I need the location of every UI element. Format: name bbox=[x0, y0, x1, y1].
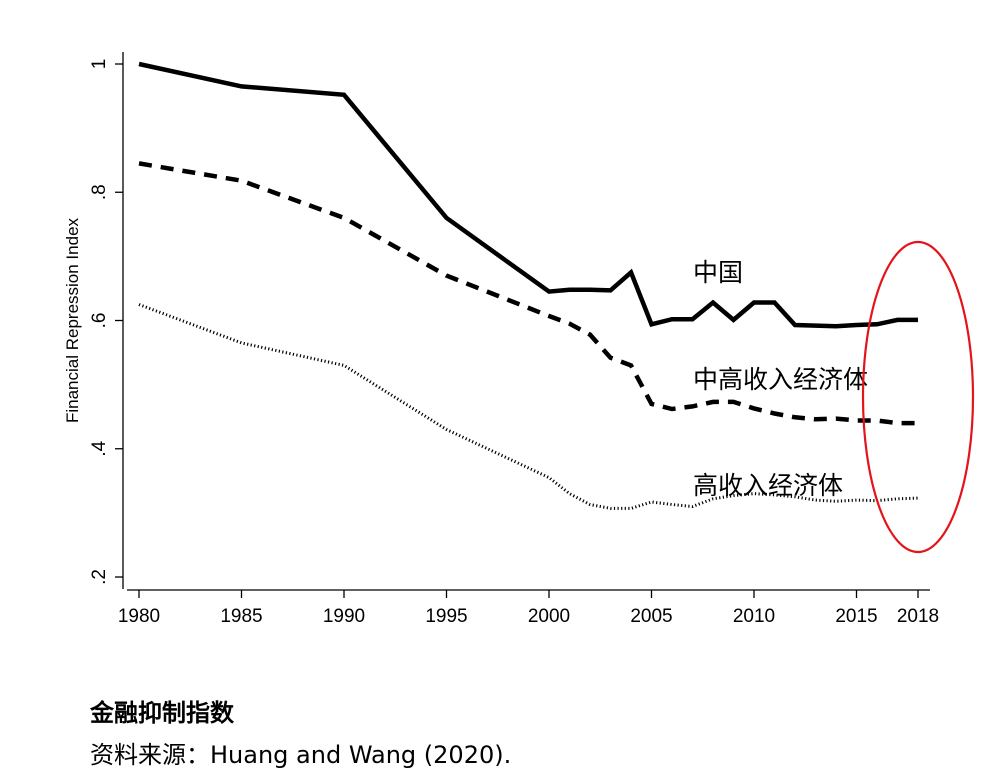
y-axis: .2 .4 .6 .8 1 Financial Repression Index bbox=[63, 52, 124, 589]
x-tick-label: 2015 bbox=[835, 606, 877, 627]
series-label-3: 高收入经济体 bbox=[693, 471, 843, 500]
y-axis-title: Financial Repression Index bbox=[63, 217, 82, 423]
x-axis: 1980 1985 1990 1995 2000 2005 2010 2015 2018 bbox=[118, 589, 939, 627]
x-tick-label: 2000 bbox=[528, 606, 570, 627]
x-tick-label: 1980 bbox=[118, 606, 160, 627]
series-line-2 bbox=[138, 161, 918, 426]
annotation-group bbox=[861, 240, 975, 554]
x-tick-label: 1995 bbox=[425, 606, 467, 627]
series-line-3 bbox=[138, 303, 919, 510]
x-tick-label: 1985 bbox=[220, 606, 262, 627]
x-tick-label: 2005 bbox=[630, 606, 672, 627]
y-tick-label: .2 bbox=[89, 569, 110, 585]
y-tick-label: .8 bbox=[89, 184, 110, 200]
series-label-2: 中高收入经济体 bbox=[693, 365, 868, 394]
y-tick-label: .4 bbox=[89, 440, 110, 456]
highlight-ellipse bbox=[861, 240, 975, 554]
y-tick-label: 1 bbox=[89, 59, 110, 70]
x-tick-label: 1990 bbox=[323, 606, 365, 627]
caption-title: 金融抑制指数 bbox=[90, 699, 234, 727]
y-tick-label: .6 bbox=[89, 313, 110, 329]
series-group bbox=[138, 61, 919, 510]
series-line-1 bbox=[138, 61, 918, 329]
x-tick-label: 2018 bbox=[897, 606, 939, 627]
x-tick-label: 2010 bbox=[733, 606, 775, 627]
series-label-1: 中国 bbox=[693, 258, 743, 287]
caption-source: 资料来源：Huang and Wang (2020). bbox=[90, 741, 512, 769]
